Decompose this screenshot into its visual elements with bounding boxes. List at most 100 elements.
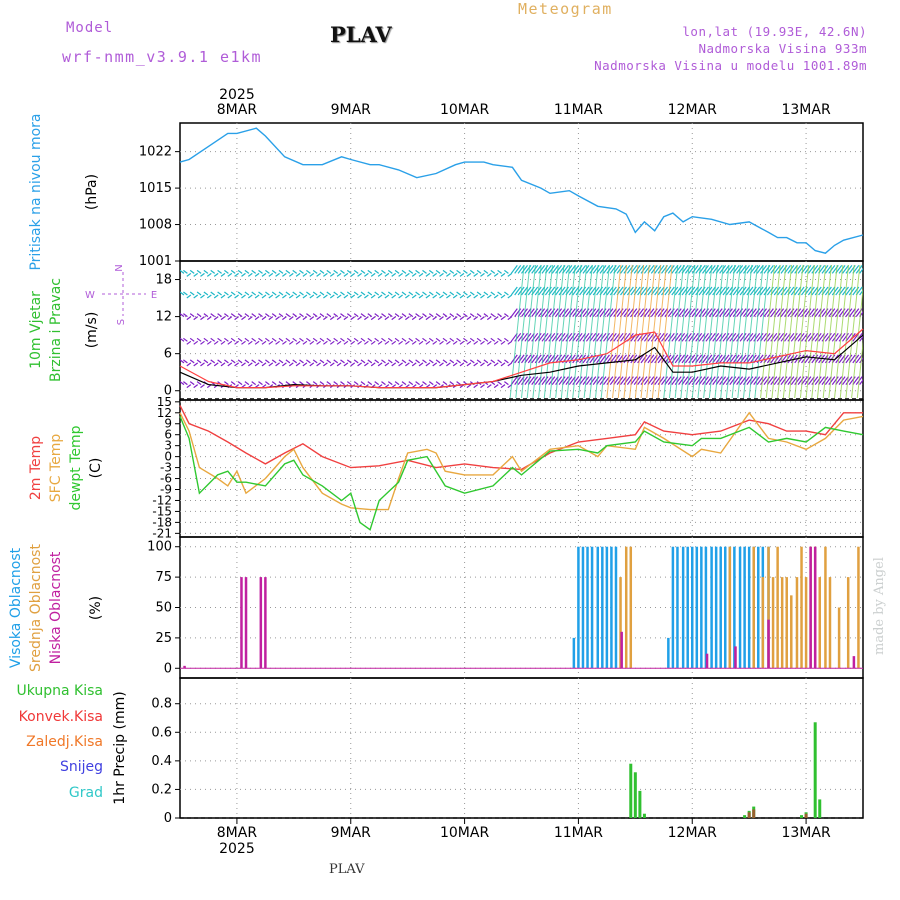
- wind-vector: [856, 339, 863, 399]
- wind-vector: [748, 264, 764, 399]
- wind-vector: [737, 264, 753, 399]
- wind-vector: [509, 264, 525, 399]
- clouds-bar: [824, 546, 827, 669]
- wind-vector: [594, 264, 610, 399]
- clouds-bar: [743, 546, 746, 669]
- wind-ylabel-1: 10m Vjetar: [28, 291, 44, 369]
- precipitation-bar: [804, 813, 808, 818]
- precip-ylabel: 1hr Precip (mm): [112, 691, 128, 804]
- y-tick-label: 1001: [139, 254, 172, 269]
- clouds-bar: [790, 595, 793, 669]
- date-label-top: 12MAR: [668, 102, 717, 118]
- clouds-bar: [577, 546, 580, 669]
- y-tick-label: -12: [152, 493, 172, 507]
- wind-vector: [629, 264, 645, 399]
- clouds-bar: [857, 546, 860, 669]
- wind-vector: [760, 264, 776, 399]
- wind-vector: [538, 264, 554, 399]
- clouds-bar: [671, 546, 675, 669]
- clouds-bar: [691, 546, 694, 669]
- clouds-bar: [705, 653, 709, 669]
- wind-vector: [526, 264, 542, 399]
- wind-vector: [560, 264, 576, 399]
- y-tick-label: -9: [160, 483, 172, 497]
- y-tick-label: 12: [157, 406, 172, 420]
- pressure-ylabel: Pritisak na nivou mora: [28, 113, 44, 270]
- y-tick-label: -6: [160, 472, 172, 486]
- clouds-bar: [686, 546, 689, 669]
- wind-vector: [782, 264, 798, 399]
- wind-vector: [742, 264, 758, 399]
- clouds-bar: [667, 637, 670, 669]
- y-tick-label: -21: [152, 526, 172, 540]
- precipitation-panel: 0 0.2 0.4 0.6 0.8: [151, 677, 864, 826]
- wind-vector: [532, 264, 548, 399]
- wind-vector: [640, 264, 656, 399]
- wind-vector: [811, 264, 827, 399]
- date-label-top: 10MAR: [440, 102, 489, 118]
- model-name: wrf-nmm_v3.9.1 e1km: [62, 48, 263, 66]
- pressure-unit: (hPa): [84, 174, 100, 210]
- y-tick-label: 6: [164, 428, 172, 442]
- pressure-frame: [179, 122, 864, 262]
- clouds-bar: [710, 546, 713, 669]
- cloud-ylabel-high: Visoka Oblacnost: [8, 547, 24, 668]
- cloud-ylabel-low: Niska Oblacnost: [48, 551, 64, 664]
- date-label-bottom: 10MAR: [440, 825, 489, 841]
- wind-vector: [851, 285, 863, 399]
- wind-vector: [703, 264, 719, 399]
- clouds-bar: [795, 577, 799, 669]
- wind-vector: [623, 264, 639, 399]
- precipitation-bar: [800, 815, 804, 818]
- y-tick-label: 1022: [139, 145, 172, 160]
- y-tick-label: 100: [147, 540, 172, 555]
- clouds-bar: [259, 577, 263, 669]
- wind-vector: [549, 264, 565, 399]
- y-tick-label: 15: [157, 395, 172, 409]
- date-label-bottom: 11MAR: [554, 825, 603, 841]
- clouds-bar: [572, 637, 576, 669]
- wind-vector: [577, 264, 593, 399]
- precipitation-bar: [638, 790, 642, 818]
- bottom-station-label: PLAV: [329, 862, 365, 877]
- wind-vector: [663, 264, 679, 399]
- precip-legend-snijeg: Snijeg: [60, 759, 103, 775]
- precipitation-bar: [747, 812, 751, 818]
- wind-vector: [697, 264, 713, 399]
- clouds-bar: [596, 546, 600, 669]
- precip-legend-ukupnakisa: Ukupna Kisa: [16, 683, 103, 699]
- wind-vector: [799, 264, 815, 399]
- wind-vector: [617, 264, 633, 399]
- clouds-bar: [837, 607, 841, 669]
- wind-vector: [765, 264, 781, 399]
- precipitation-bar: [813, 722, 817, 818]
- y-tick-label: 12: [155, 310, 172, 325]
- clouds-bar: [761, 577, 765, 669]
- clouds-bar: [734, 646, 737, 669]
- wind-vector: [720, 264, 736, 399]
- temperature-series-sfc-temp: [179, 411, 864, 511]
- model-label: Model: [66, 20, 114, 36]
- wind-unit: (m/s): [84, 312, 100, 349]
- compass-south: S: [116, 319, 127, 325]
- clouds-bar: [733, 546, 736, 669]
- clouds-bar: [624, 546, 628, 669]
- clouds-bar: [586, 546, 589, 669]
- pressure-panel: 1001 1008 1015 1022: [139, 122, 864, 269]
- y-tick-label: -18: [152, 515, 172, 529]
- temp-ylabel-sfc: SFC Temp: [48, 434, 64, 503]
- wind-vector: [543, 264, 559, 399]
- station-title: PLAV: [330, 22, 392, 47]
- clouds-bar: [614, 546, 618, 669]
- date-label-top: 11MAR: [554, 102, 603, 118]
- clouds-bar: [240, 577, 243, 669]
- wind-vector: [771, 264, 787, 399]
- clouds-bar: [757, 546, 760, 669]
- wind-vector: [725, 264, 741, 399]
- temp-ylabel-2m: 2m Temp: [28, 436, 44, 500]
- wind-vector: [680, 264, 696, 399]
- wind-ylabel-2: Brzina i Pravac: [48, 278, 64, 382]
- y-tick-label: 0: [164, 450, 172, 464]
- clouds-bar: [183, 665, 186, 669]
